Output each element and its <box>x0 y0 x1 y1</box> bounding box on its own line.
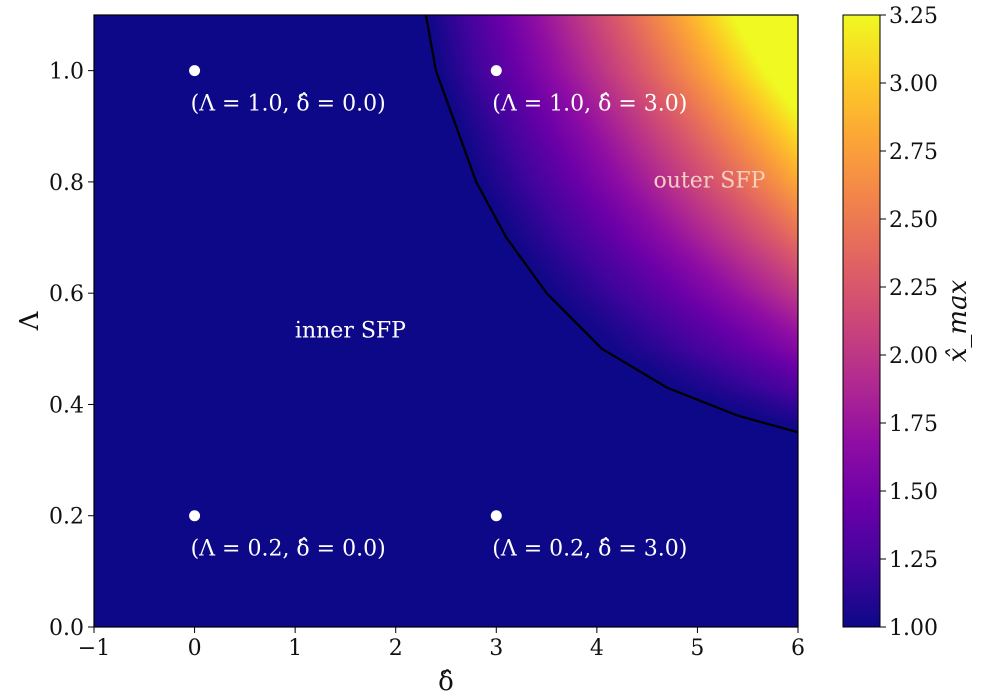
marked-point <box>490 510 502 522</box>
y-tick-label: 0.8 <box>49 171 84 196</box>
x-axis-label: δ̂ <box>438 667 454 697</box>
x-tick-label: 6 <box>791 636 805 661</box>
point-label: (Λ = 0.2, δ̂ = 3.0) <box>492 537 687 562</box>
colorbar-tick-label: 2.00 <box>889 344 938 369</box>
marked-point <box>189 65 201 77</box>
x-tick-label: 3 <box>489 636 503 661</box>
colorbar-tick-label: 1.75 <box>889 412 938 437</box>
colorbar-label: x̂_max <box>943 279 973 362</box>
x-tick-label: 0 <box>188 636 202 661</box>
colorbar-tick-label: 3.25 <box>889 4 938 29</box>
region-label: inner SFP <box>295 319 406 344</box>
colorbar-tick-label: 2.50 <box>889 208 938 233</box>
colorbar: 1.00 1.25 1.50 1.75 2.00 2.25 2.50 2.75 3.00 3.25 <box>842 4 938 641</box>
plot-area <box>94 14 799 627</box>
colorbar-tick-label: 1.00 <box>889 616 938 641</box>
x-tick-label: 1 <box>288 636 302 661</box>
colorbar-tick-label: 1.25 <box>889 548 938 573</box>
y-tick-label: 0.2 <box>49 505 84 530</box>
y-axis-label: Λ <box>15 310 45 331</box>
colorbar-tick-label: 2.25 <box>889 276 938 301</box>
x-tick-label: 4 <box>590 636 604 661</box>
plot-frame <box>93 14 799 628</box>
marked-point <box>490 65 502 77</box>
colorbar-tick-label: 3.00 <box>889 72 938 97</box>
point-label: (Λ = 1.0, δ̂ = 0.0) <box>191 92 386 117</box>
x-tick-label: −1 <box>78 636 110 661</box>
region-label: outer SFP <box>654 168 766 193</box>
colorbar-tick-label: 2.75 <box>889 140 938 165</box>
axes: −1 0 1 2 3 4 5 6 0.0 0.2 0.4 0.6 0.8 1.0 <box>49 14 805 661</box>
colorbar-bar <box>842 14 881 628</box>
x-tick-label: 5 <box>690 636 704 661</box>
y-tick-label: 1.0 <box>49 60 84 85</box>
x-tick-label: 2 <box>389 636 403 661</box>
boundary-curve <box>424 14 799 434</box>
annotations: (Λ = 1.0, δ̂ = 0.0) (Λ = 1.0, δ̂ = 3.0) (Λ… <box>189 65 766 562</box>
marked-point <box>189 510 201 522</box>
point-label: (Λ = 1.0, δ̂ = 3.0) <box>492 92 687 117</box>
point-label: (Λ = 0.2, δ̂ = 0.0) <box>191 537 386 562</box>
y-tick-label: 0.4 <box>49 393 84 418</box>
colorbar-tick-label: 1.50 <box>889 480 938 505</box>
y-tick-label: 0.6 <box>49 282 84 307</box>
heatmap-image <box>94 15 798 627</box>
y-tick-label: 0.0 <box>49 616 84 641</box>
